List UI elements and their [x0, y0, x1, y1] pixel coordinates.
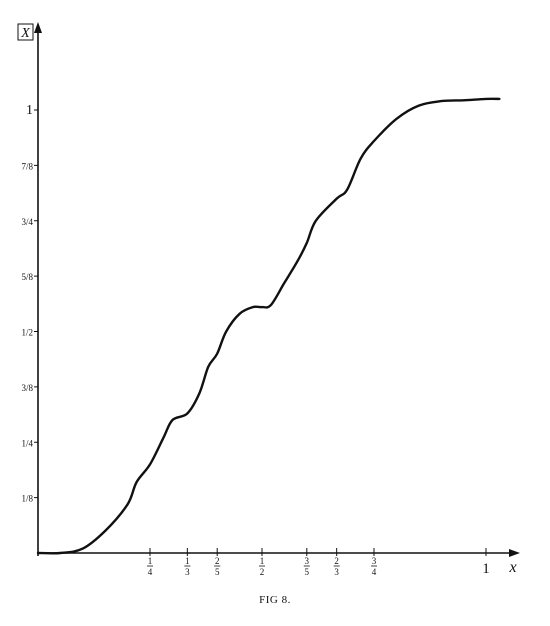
- y-tick-label: 7/8: [21, 161, 33, 171]
- x-tick-numerator: 2: [215, 556, 220, 566]
- x-tick-numerator: 3: [372, 556, 377, 566]
- y-tick-label: 5/8: [21, 272, 33, 282]
- x-axis-label: x: [508, 559, 516, 576]
- x-tick-numerator: 3: [305, 556, 310, 566]
- y-tick-label: 3/4: [21, 217, 33, 227]
- y-tick-label: 1: [26, 103, 33, 118]
- series: [36, 97, 501, 555]
- x-tick-denominator: 3: [185, 567, 190, 577]
- x-axis-arrow: [509, 549, 520, 557]
- y-tick-label: 3/8: [21, 383, 33, 393]
- x-tick-numerator: 1: [260, 556, 265, 566]
- axes: X x: [17, 22, 520, 576]
- y-axis-label-box: [17, 23, 34, 41]
- x-tick-denominator: 4: [148, 567, 153, 577]
- y-tick-label: 1/2: [21, 328, 33, 338]
- x-tick-denominator: 5: [305, 567, 310, 577]
- y-ticks: 1/8 1/4 3/8 1/2 5/8 3/4 7/8 1: [21, 103, 38, 504]
- x-tick-denominator: 4: [372, 567, 377, 577]
- x-tick-denominator: 2: [260, 567, 265, 577]
- x-tick-numerator: 2: [334, 556, 339, 566]
- y-axis-label: X: [20, 26, 30, 41]
- x-tick-label: 1: [482, 561, 490, 577]
- x-tick-denominator: 3: [334, 567, 339, 577]
- series-line: [36, 97, 501, 555]
- x-tick-numerator: 1: [185, 556, 190, 566]
- y-tick-label: 1/8: [21, 494, 33, 504]
- y-tick-label: 1/4: [21, 438, 33, 448]
- y-axis-arrow: [34, 22, 42, 33]
- figure-caption: FIG 8.: [259, 594, 291, 606]
- x-tick-denominator: 5: [215, 567, 220, 577]
- x-tick-numerator: 1: [148, 556, 153, 566]
